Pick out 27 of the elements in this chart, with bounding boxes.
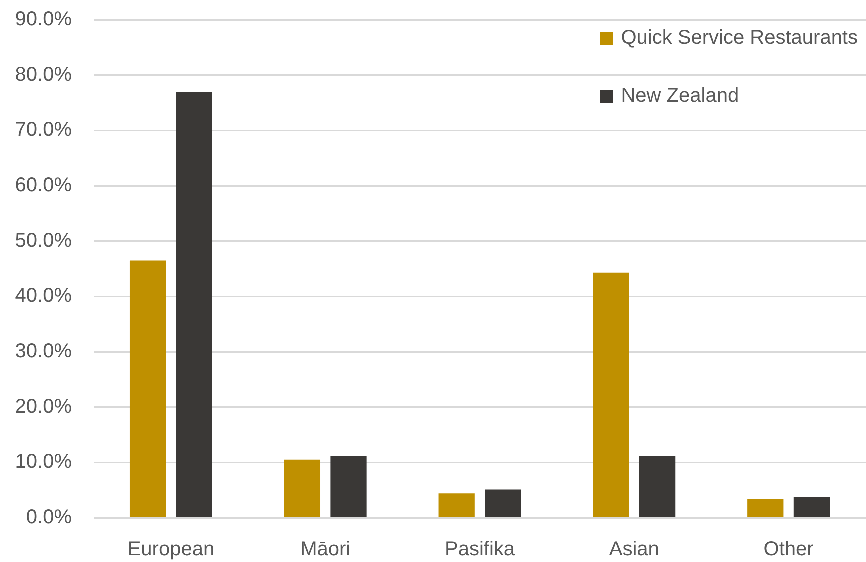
y-tick-label: 0.0% — [26, 506, 72, 529]
bar — [284, 460, 321, 518]
y-tick-label: 90.0% — [15, 8, 72, 31]
x-tick-label: European — [128, 538, 215, 561]
bar — [330, 456, 367, 518]
x-tick-label: Asian — [609, 538, 660, 561]
bar — [639, 456, 676, 518]
x-tick-label: Other — [764, 538, 814, 561]
y-tick-label: 10.0% — [15, 451, 72, 474]
bar — [438, 494, 475, 518]
y-tick-label: 40.0% — [15, 285, 72, 308]
bar — [794, 498, 830, 518]
bar — [130, 260, 166, 518]
bar — [176, 92, 212, 518]
y-tick-label: 50.0% — [15, 230, 72, 252]
y-tick-label: 80.0% — [15, 64, 72, 86]
bar — [748, 499, 784, 518]
y-tick-label: 70.0% — [15, 119, 72, 142]
bar — [485, 490, 522, 518]
y-tick-label: 20.0% — [15, 396, 72, 418]
y-tick-label: 30.0% — [15, 340, 72, 363]
x-tick-label: Pasifika — [444, 538, 516, 561]
x-tick-label: Māori — [300, 538, 351, 561]
y-tick-label: 60.0% — [15, 174, 72, 197]
legend-label: New Zealand — [621, 84, 740, 108]
legend-label: Quick Service Restaurants — [621, 26, 858, 50]
bar — [593, 272, 630, 518]
